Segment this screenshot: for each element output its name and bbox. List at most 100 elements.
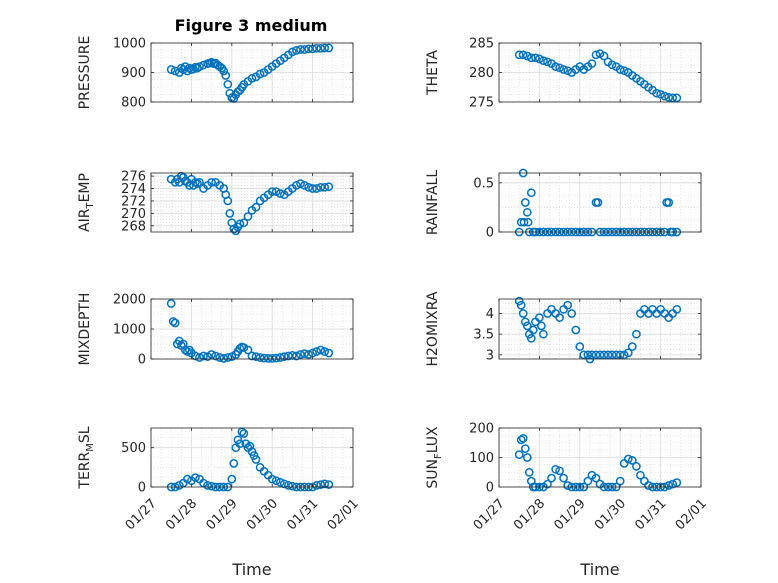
data-point [526,333,536,343]
data-point [223,353,233,362]
y-tick-label: 274 [121,182,146,197]
data-point [547,473,556,483]
data-point [247,74,257,83]
data-point [632,329,641,339]
data-point [267,474,277,484]
data-point [245,441,255,451]
y-tick-label: 3 [486,348,494,363]
data-point [603,350,613,360]
y-tick-label: 0 [138,353,146,368]
y-tick-label: 276 [121,170,146,185]
data-point [308,184,317,193]
data-point [284,481,293,490]
y-tick-label: 4 [486,307,494,322]
data-point [587,59,597,68]
data-point [324,480,334,489]
figure-title: Figure 3 medium [175,16,328,35]
data-point [672,304,682,314]
data-point [619,350,629,360]
data-point [259,353,269,363]
data-point [316,43,326,53]
data-point [607,350,617,360]
data-point [312,347,321,356]
data-point [183,347,192,356]
data-point [304,182,313,192]
data-point [207,177,216,187]
data-point [275,353,285,362]
data-point [656,89,665,99]
data-point [583,350,593,360]
data-point [627,456,637,465]
data-point [225,209,235,218]
data-point [168,317,178,326]
data-point [296,45,305,54]
data-point [575,342,585,351]
data-point [627,342,637,351]
data-point [567,309,577,318]
data-point [320,43,330,53]
x-axis-label: Time [231,560,271,579]
data-point [207,350,216,359]
data-point [195,177,204,187]
data-point [223,196,233,206]
data-point [324,182,334,192]
data-point [239,429,249,438]
data-point [267,187,277,196]
data-point [166,299,176,308]
data-point [664,198,674,207]
axes-box [498,172,702,233]
data-point [599,350,609,360]
x-axis-label: Time [579,560,619,579]
axes-box [150,427,354,488]
data-point [523,217,533,227]
y-tick-label: 0 [486,481,494,496]
y-tick-label: 270 [121,207,146,222]
y-tick-label: 200 [469,422,494,437]
data-point [636,470,645,480]
data-point [284,351,293,361]
data-point [535,313,544,322]
data-point [623,454,633,464]
data-point [520,444,530,453]
data-point [296,350,305,359]
data-point [583,476,593,486]
data-point [221,71,231,80]
data-point [514,450,524,459]
y-tick-label: 1000 [113,37,146,52]
data-point [296,179,305,188]
y-tick-label: 500 [121,441,146,456]
data-point [528,325,538,335]
subplot-pressure: 800 900 1000 PRESSURE [77,36,354,111]
data-point [271,187,281,196]
data-point [300,45,309,54]
y-tick-label: 272 [121,194,146,209]
data-point [522,207,532,217]
data-point [520,198,530,207]
data-point [195,62,204,71]
y-tick-label: 3.5 [473,328,494,343]
y-tick-label: 268 [121,219,146,234]
data-point [607,60,617,70]
data-point [518,309,528,318]
data-point [559,473,568,483]
data-point [227,474,237,484]
data-point [644,481,653,490]
data-point [520,317,530,327]
axes-box [498,298,702,360]
data-point [571,325,581,335]
data-point [518,50,528,60]
data-point [304,350,313,359]
y-tick-label: 1000 [113,323,146,338]
y-tick-label: 100 [469,451,494,466]
subplot-rainfall: 0 0.5 RAINFALL [425,168,702,241]
y-tick-label: 285 [469,37,494,52]
data-point [591,473,601,483]
data-point [543,479,552,489]
data-point [518,433,528,443]
axes-box [150,172,354,233]
data-point [599,51,609,61]
data-point [632,462,641,471]
data-point [275,189,285,198]
data-point [519,217,529,227]
